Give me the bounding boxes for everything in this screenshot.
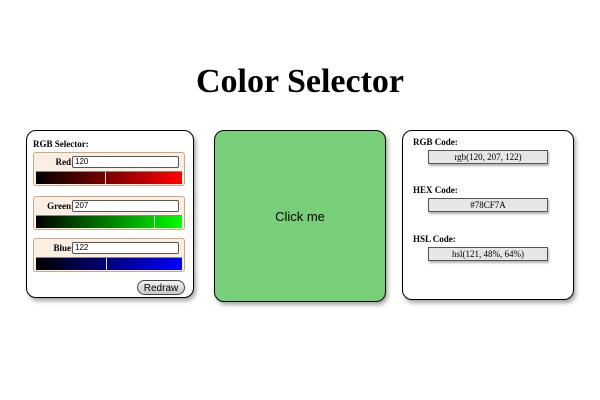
red-input[interactable] <box>72 156 179 168</box>
green-input[interactable] <box>72 200 179 212</box>
hex-code-label: HEX Code: <box>413 185 458 195</box>
green-slider-thumb[interactable] <box>154 216 155 228</box>
green-channel: Green: <box>33 196 185 230</box>
color-codes-panel: RGB Code: rgb(120, 207, 122) HEX Code: #… <box>402 130 574 300</box>
redraw-button[interactable]: Redraw <box>137 280 185 295</box>
red-slider[interactable] <box>36 171 182 184</box>
red-label: Red: <box>55 157 75 167</box>
swatch-label: Click me <box>275 208 325 224</box>
hsl-code-label: HSL Code: <box>413 234 456 244</box>
color-swatch-button[interactable]: Click me <box>214 130 386 302</box>
rgb-code-value: rgb(120, 207, 122) <box>428 150 548 164</box>
blue-slider[interactable] <box>36 257 182 270</box>
rgb-selector-panel: RGB Selector: Red: Green: Blue: Redraw <box>26 130 194 298</box>
blue-slider-thumb[interactable] <box>106 258 107 270</box>
green-label: Green: <box>47 201 74 211</box>
hsl-code-value: hsl(121, 48%, 64%) <box>428 247 548 261</box>
blue-label: Blue: <box>53 243 74 253</box>
red-channel: Red: <box>33 152 185 186</box>
page-title: Color Selector <box>195 63 405 100</box>
rgb-selector-heading: RGB Selector: <box>33 139 89 149</box>
blue-channel: Blue: <box>33 238 185 272</box>
blue-input[interactable] <box>72 242 179 254</box>
red-slider-thumb[interactable] <box>105 172 106 184</box>
hex-code-value: #78CF7A <box>428 198 548 212</box>
rgb-code-label: RGB Code: <box>413 137 458 147</box>
green-slider[interactable] <box>36 215 182 228</box>
